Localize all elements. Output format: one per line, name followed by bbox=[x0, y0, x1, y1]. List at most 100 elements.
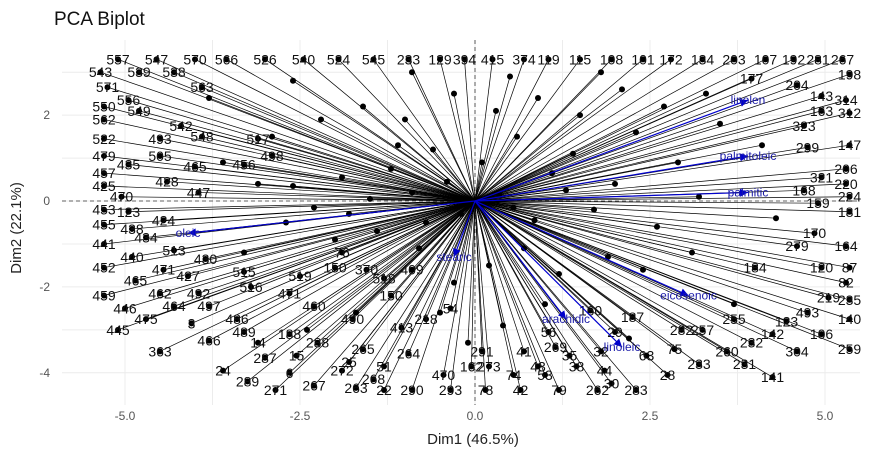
observation-segment bbox=[425, 200, 476, 320]
observation-point bbox=[293, 352, 300, 359]
observation-point bbox=[696, 193, 702, 200]
observation-segment bbox=[222, 162, 476, 202]
observation-segment bbox=[383, 200, 476, 367]
observation-point bbox=[521, 56, 527, 63]
observation-label: 543 bbox=[89, 64, 113, 80]
observation-segment bbox=[201, 86, 476, 202]
observation-segment bbox=[317, 200, 476, 343]
variable-arrowhead bbox=[453, 247, 461, 257]
observation-point bbox=[160, 266, 167, 273]
observation-point bbox=[437, 56, 443, 63]
observation-point bbox=[769, 331, 776, 338]
observation-point bbox=[101, 170, 107, 177]
observation-point bbox=[668, 56, 674, 63]
observation-point bbox=[535, 94, 541, 101]
observation-segment bbox=[194, 166, 476, 202]
observation-point bbox=[661, 103, 667, 110]
observation-point bbox=[801, 187, 807, 194]
observation-point bbox=[255, 135, 261, 142]
observation-label: 257 bbox=[691, 322, 715, 338]
observation-point bbox=[286, 331, 293, 338]
observation-point bbox=[447, 305, 454, 312]
observation-segment bbox=[474, 200, 546, 305]
observation-label: 465 bbox=[124, 272, 148, 288]
observation-point bbox=[192, 163, 198, 170]
observation-label: 74 bbox=[506, 367, 522, 383]
observation-point bbox=[171, 247, 177, 254]
observation-point bbox=[514, 133, 520, 140]
observation-label: 265 bbox=[351, 341, 375, 357]
observation-segment bbox=[159, 200, 476, 294]
observation-label: 323 bbox=[792, 118, 816, 134]
observation-point bbox=[241, 161, 247, 168]
variable-arrowhead bbox=[613, 338, 622, 348]
observation-label: 425 bbox=[92, 178, 116, 194]
observation-label: 108 bbox=[600, 51, 624, 67]
observation-point bbox=[314, 339, 321, 346]
observation-segment bbox=[100, 71, 476, 202]
observation-segment bbox=[425, 200, 476, 223]
observation-label: 232 bbox=[740, 335, 764, 351]
observation-point bbox=[360, 103, 366, 110]
observation-point bbox=[423, 219, 429, 226]
observation-label: 78 bbox=[478, 382, 494, 398]
observation-point bbox=[818, 264, 825, 271]
observation-point bbox=[244, 378, 251, 385]
observation-segment bbox=[222, 200, 476, 371]
observation-label: 288 bbox=[306, 335, 330, 351]
observation-point bbox=[703, 90, 709, 97]
observation-segment bbox=[474, 89, 623, 202]
observation-point bbox=[405, 350, 412, 357]
observation-label: 192 bbox=[782, 51, 806, 67]
observation-segment bbox=[474, 59, 703, 202]
observation-label: 147 bbox=[838, 137, 862, 153]
observation-point bbox=[451, 90, 457, 97]
observation-segment bbox=[474, 196, 850, 202]
observation-point bbox=[269, 133, 275, 140]
observation-label: 470 bbox=[432, 367, 456, 383]
observation-point bbox=[458, 210, 464, 217]
y-tick-label: 0 bbox=[43, 194, 50, 208]
observation-point bbox=[654, 223, 660, 230]
observation-label: 424 bbox=[152, 212, 176, 228]
observation-point bbox=[577, 56, 583, 63]
observation-point bbox=[101, 152, 107, 159]
observation-label: 272 bbox=[330, 363, 354, 379]
observation-segment bbox=[474, 123, 721, 202]
observation-point bbox=[594, 386, 601, 393]
observation-label: 283 bbox=[624, 382, 648, 398]
observation-label: 143 bbox=[810, 88, 834, 104]
observation-segment bbox=[450, 200, 476, 391]
observation-point bbox=[468, 363, 475, 370]
observation-segment bbox=[306, 200, 476, 331]
observation-segment bbox=[474, 59, 581, 202]
observation-segment bbox=[341, 200, 476, 253]
observation-point bbox=[633, 386, 639, 393]
observation-point bbox=[846, 264, 853, 271]
observation-point bbox=[801, 122, 807, 129]
observation-segment bbox=[474, 200, 535, 221]
observation-label: 203 bbox=[722, 51, 746, 67]
observation-point bbox=[510, 204, 517, 211]
observation-segment bbox=[474, 200, 850, 301]
observation-label: 497 bbox=[197, 298, 221, 314]
observation-point bbox=[843, 165, 849, 172]
observation-label: 465 bbox=[183, 159, 207, 175]
observation-label: 471 bbox=[152, 262, 176, 278]
observation-segment bbox=[474, 59, 672, 202]
observation-point bbox=[311, 382, 317, 389]
observation-label: 168 bbox=[792, 182, 816, 198]
observation-point bbox=[311, 204, 317, 211]
observation-point bbox=[794, 82, 800, 89]
observation-point bbox=[248, 283, 254, 290]
observation-label: 492 bbox=[187, 285, 211, 301]
observation-point bbox=[416, 245, 422, 252]
observation-point bbox=[360, 346, 366, 353]
observation-point bbox=[101, 103, 107, 110]
observation-segment bbox=[474, 189, 567, 202]
observation-label: 489 bbox=[232, 324, 256, 340]
observation-point bbox=[447, 386, 454, 393]
observation-arrows bbox=[100, 58, 850, 391]
observation-segment bbox=[355, 200, 476, 389]
